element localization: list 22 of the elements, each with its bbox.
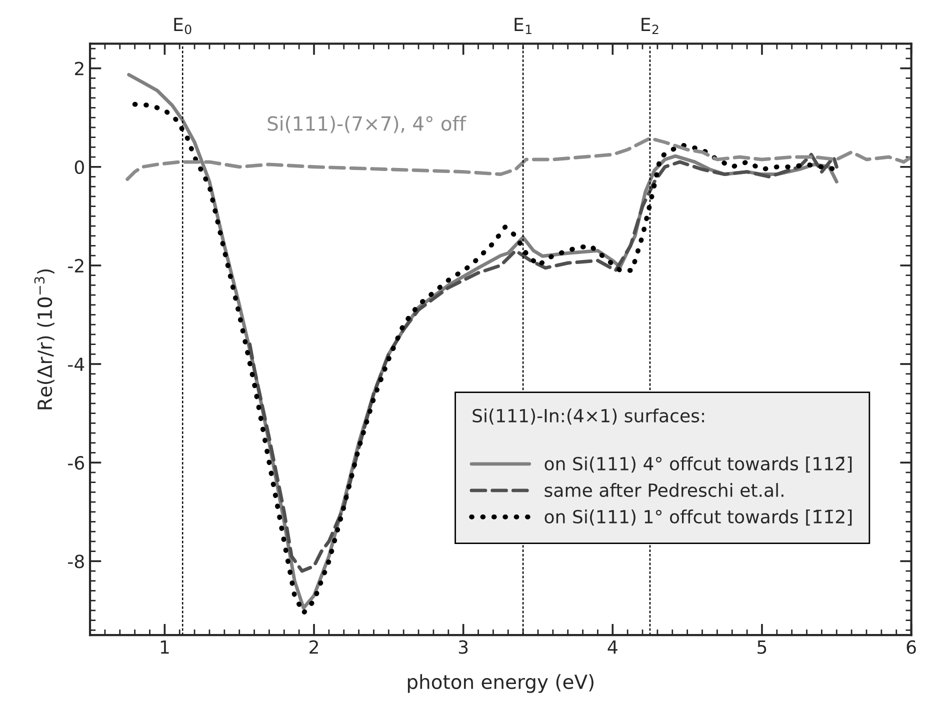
y-tick-label: -6 xyxy=(68,456,84,470)
y-tick-label: 0 xyxy=(74,160,84,174)
x-tick-label: 1 xyxy=(160,640,169,654)
legend-label: on Si(111) 4° offcut towards [112̄] xyxy=(544,456,852,473)
x-tick-label: 2 xyxy=(310,640,318,654)
ref-line-label: E$_{0}$ xyxy=(174,18,192,34)
y-tick-label: -8 xyxy=(68,554,84,568)
y-axis-title: Re(Δr/r) (10$^{−3}$) xyxy=(34,269,54,410)
y-tick-label: 2 xyxy=(74,62,84,76)
y-tick-label: -4 xyxy=(68,358,84,371)
legend-label: on Si(111) 1° offcut towards [1̄1̄2] xyxy=(544,510,852,526)
annotation: Si(111)-(7×7), 4° off xyxy=(268,116,466,134)
x-tick-label: 6 xyxy=(906,640,916,654)
x-axis-title: photon energy (eV) xyxy=(408,674,594,693)
legend-label: same after Pedreschi et.al. xyxy=(544,483,784,498)
x-tick-label: 3 xyxy=(458,640,468,654)
ref-line-label: E$_{2}$ xyxy=(642,18,658,34)
ref-line-label: E$_{1}$ xyxy=(514,18,532,34)
y-tick-label: -2 xyxy=(68,258,84,272)
x-tick-label: 4 xyxy=(608,640,618,654)
legend-title: Si(111)-In:(4×1) surfaces: xyxy=(472,408,704,425)
x-tick-label: 5 xyxy=(758,640,766,654)
